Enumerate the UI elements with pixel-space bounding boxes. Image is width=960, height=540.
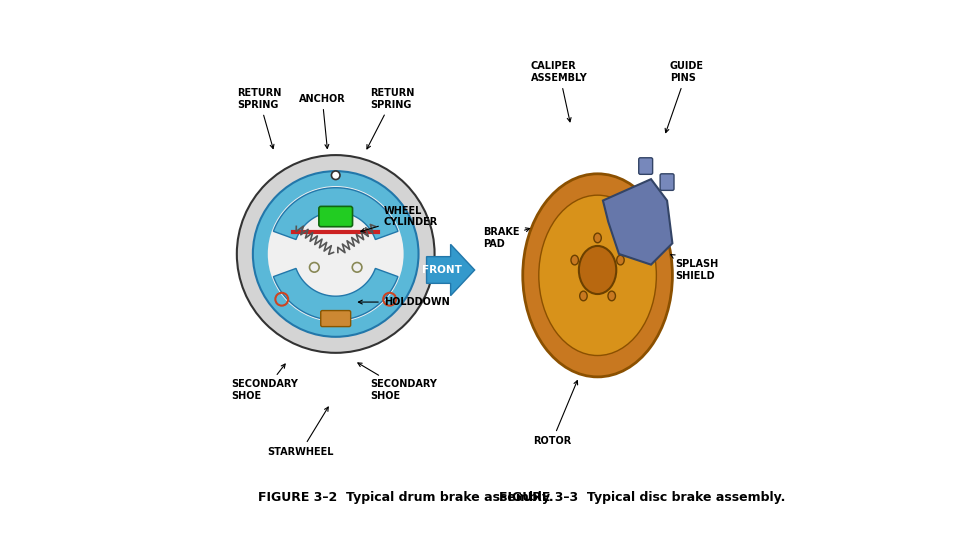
FancyBboxPatch shape — [319, 206, 352, 227]
Ellipse shape — [580, 291, 588, 301]
Ellipse shape — [571, 255, 579, 265]
Circle shape — [237, 155, 435, 353]
Polygon shape — [274, 188, 398, 240]
Circle shape — [325, 313, 329, 317]
Ellipse shape — [608, 291, 615, 301]
Polygon shape — [426, 244, 474, 296]
Circle shape — [346, 316, 349, 321]
Text: BRAKE
PAD: BRAKE PAD — [483, 227, 530, 249]
Polygon shape — [534, 227, 651, 355]
Circle shape — [333, 322, 338, 326]
Text: SPLASH
SHIELD: SPLASH SHIELD — [671, 254, 718, 281]
Text: CALIPER
ASSEMBLY: CALIPER ASSEMBLY — [531, 62, 588, 122]
Text: HOLDDOWN: HOLDDOWN — [358, 297, 449, 307]
Circle shape — [331, 171, 340, 179]
Ellipse shape — [616, 255, 624, 265]
Text: ROTOR: ROTOR — [533, 381, 578, 446]
Circle shape — [322, 316, 326, 321]
Polygon shape — [603, 179, 672, 265]
Circle shape — [252, 171, 419, 337]
Text: RETURN
SPRING: RETURN SPRING — [367, 88, 415, 149]
FancyBboxPatch shape — [638, 158, 653, 174]
Circle shape — [342, 320, 347, 325]
Circle shape — [333, 311, 338, 315]
Text: GUIDE
PINS: GUIDE PINS — [665, 62, 704, 133]
FancyBboxPatch shape — [321, 310, 350, 327]
Circle shape — [325, 320, 329, 325]
Text: SECONDARY
SHOE: SECONDARY SHOE — [358, 363, 438, 401]
Ellipse shape — [539, 195, 657, 355]
FancyBboxPatch shape — [660, 174, 674, 191]
Circle shape — [342, 313, 347, 317]
Polygon shape — [274, 268, 398, 320]
Text: ANCHOR: ANCHOR — [299, 94, 346, 148]
Text: WHEEL
CYLINDER: WHEEL CYLINDER — [361, 206, 438, 232]
Circle shape — [268, 186, 403, 322]
Text: FIGURE 3–3  Typical disc brake assembly.: FIGURE 3–3 Typical disc brake assembly. — [498, 491, 785, 504]
Text: SECONDARY
SHOE: SECONDARY SHOE — [231, 364, 299, 401]
Text: FRONT: FRONT — [421, 265, 462, 275]
Ellipse shape — [594, 233, 601, 243]
Ellipse shape — [523, 174, 672, 377]
Text: STARWHEEL: STARWHEEL — [268, 407, 334, 457]
Text: RETURN
SPRING: RETURN SPRING — [237, 88, 281, 149]
Text: FIGURE 3–2  Typical drum brake assembly.: FIGURE 3–2 Typical drum brake assembly. — [258, 491, 554, 504]
Ellipse shape — [579, 246, 616, 294]
